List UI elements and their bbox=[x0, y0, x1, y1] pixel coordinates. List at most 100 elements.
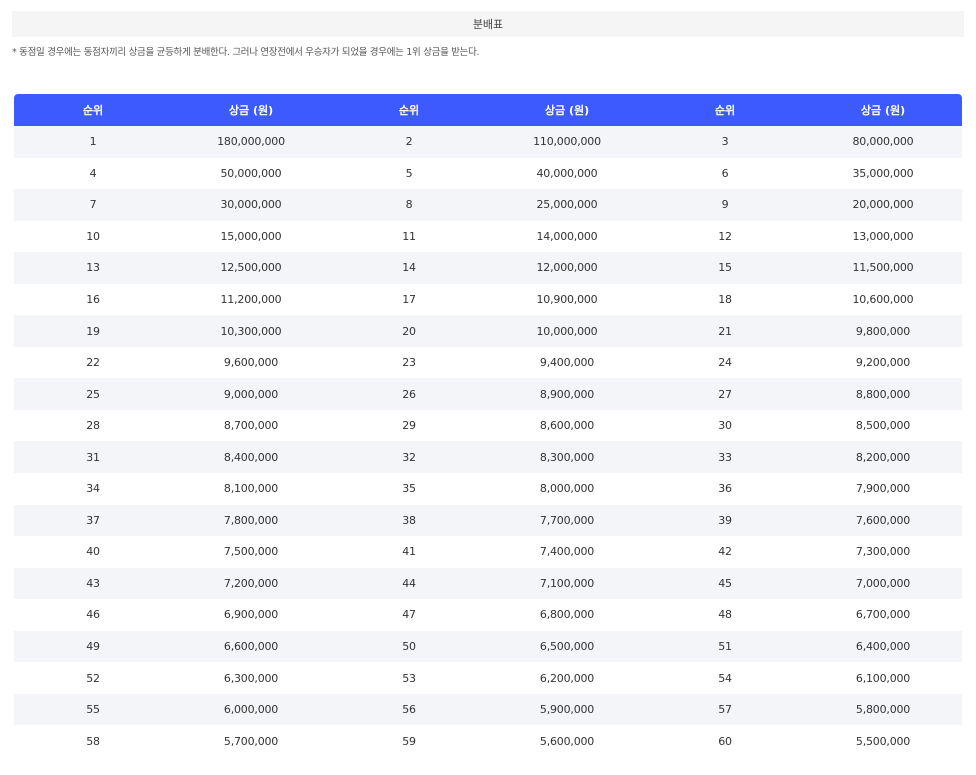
prize-cell: 7,600,000 bbox=[855, 513, 911, 527]
prize-cell: 10,000,000 bbox=[536, 324, 598, 338]
rank-cell: 15 bbox=[718, 261, 732, 275]
prize-cell: 7,700,000 bbox=[539, 513, 595, 527]
prize-cell: 5,900,000 bbox=[539, 703, 595, 717]
rank-cell: 36 bbox=[718, 482, 732, 496]
rank-cell: 56 bbox=[402, 703, 416, 717]
prize-cell: 8,400,000 bbox=[223, 450, 279, 464]
prize-cell: 8,500,000 bbox=[855, 419, 911, 433]
rank-cell: 3 bbox=[721, 135, 729, 149]
rank-cell: 55 bbox=[86, 703, 100, 717]
table-header-row: 순위 상금 (원) 순위 상금 (원) 순위 상금 (원) bbox=[14, 94, 962, 126]
prize-cell: 6,400,000 bbox=[855, 640, 911, 654]
rank-cell: 31 bbox=[86, 450, 100, 464]
table-row: 46 6,900,000 47 6,800,000 48 6,700,000 bbox=[14, 599, 962, 631]
rank-cell: 41 bbox=[402, 545, 416, 559]
table-title: 분배표 bbox=[12, 11, 964, 37]
table-row: 31 8,400,000 32 8,300,000 33 8,200,000 bbox=[14, 441, 962, 474]
rank-cell: 34 bbox=[86, 482, 100, 496]
prize-cell: 8,800,000 bbox=[855, 387, 911, 401]
rank-cell: 40 bbox=[86, 545, 100, 559]
header-prize-3: 상금 (원) bbox=[860, 104, 906, 117]
prize-cell: 10,300,000 bbox=[220, 324, 282, 338]
rank-cell: 60 bbox=[718, 734, 732, 748]
prize-cell: 7,100,000 bbox=[539, 576, 595, 590]
prize-cell: 6,500,000 bbox=[539, 640, 595, 654]
prize-cell: 5,800,000 bbox=[855, 703, 911, 717]
prize-cell: 7,300,000 bbox=[855, 545, 911, 559]
table-row: 49 6,600,000 50 6,500,000 51 6,400,000 bbox=[14, 630, 962, 663]
rank-cell: 50 bbox=[402, 640, 416, 654]
header-rank-2: 순위 bbox=[398, 104, 420, 117]
rank-cell: 47 bbox=[402, 608, 416, 622]
prize-cell: 13,000,000 bbox=[852, 229, 914, 243]
table-row: 40 7,500,000 41 7,400,000 42 7,300,000 bbox=[14, 536, 962, 568]
prize-cell: 7,400,000 bbox=[539, 545, 595, 559]
prize-cell: 50,000,000 bbox=[220, 166, 282, 180]
rank-cell: 48 bbox=[718, 608, 732, 622]
prize-cell: 9,400,000 bbox=[539, 356, 595, 370]
tie-rule-note: * 동점일 경우에는 동점자끼리 상금을 균등하게 분배한다. 그러나 연장전에… bbox=[12, 47, 480, 58]
rank-cell: 26 bbox=[402, 387, 416, 401]
rank-cell: 8 bbox=[405, 198, 413, 212]
rank-cell: 13 bbox=[86, 261, 100, 275]
header-rank-3: 순위 bbox=[714, 104, 736, 117]
table-row: 37 7,800,000 38 7,700,000 39 7,600,000 bbox=[14, 504, 962, 537]
rank-cell: 23 bbox=[402, 356, 416, 370]
prize-cell: 11,500,000 bbox=[852, 261, 914, 275]
header-prize-2: 상금 (원) bbox=[544, 104, 590, 117]
rank-cell: 54 bbox=[718, 671, 732, 685]
rank-cell: 6 bbox=[721, 166, 729, 180]
prize-cell: 6,600,000 bbox=[223, 640, 279, 654]
rank-cell: 43 bbox=[86, 576, 100, 590]
rank-cell: 24 bbox=[718, 356, 732, 370]
table-row: 52 6,300,000 53 6,200,000 54 6,100,000 bbox=[14, 662, 962, 694]
prize-cell: 9,200,000 bbox=[855, 356, 911, 370]
prize-cell: 8,900,000 bbox=[539, 387, 595, 401]
rank-cell: 38 bbox=[402, 513, 416, 527]
prize-cell: 80,000,000 bbox=[852, 135, 914, 149]
rank-cell: 58 bbox=[86, 734, 100, 748]
rank-cell: 18 bbox=[718, 293, 732, 306]
rank-cell: 20 bbox=[402, 324, 416, 338]
rank-cell: 25 bbox=[86, 387, 100, 401]
table-row: 28 8,700,000 29 8,600,000 30 8,500,000 bbox=[14, 409, 962, 442]
rank-cell: 7 bbox=[89, 198, 97, 212]
rank-cell: 27 bbox=[718, 387, 732, 401]
prize-cell: 6,000,000 bbox=[223, 703, 279, 717]
table-row: 43 7,200,000 44 7,100,000 45 7,000,000 bbox=[14, 567, 962, 600]
prize-cell: 6,700,000 bbox=[855, 608, 911, 622]
rank-cell: 49 bbox=[86, 640, 100, 654]
prize-cell: 8,600,000 bbox=[539, 419, 595, 433]
rank-cell: 5 bbox=[405, 166, 413, 180]
prize-cell: 8,000,000 bbox=[539, 482, 595, 496]
rank-cell: 39 bbox=[718, 513, 732, 527]
prize-cell: 8,200,000 bbox=[855, 450, 911, 464]
rank-cell: 30 bbox=[718, 419, 732, 433]
rank-cell: 57 bbox=[718, 703, 732, 717]
prize-cell: 6,200,000 bbox=[539, 671, 595, 685]
table-row: 19 10,300,000 20 10,000,000 21 9,800,000 bbox=[14, 315, 962, 347]
prize-distribution-table: 순위 상금 (원) 순위 상금 (원) 순위 상금 (원) 1 180,000,0… bbox=[14, 94, 962, 757]
rank-cell: 33 bbox=[718, 450, 732, 464]
table-row: 58 5,700,000 59 5,600,000 60 5,500,000 bbox=[14, 725, 962, 757]
rank-cell: 16 bbox=[86, 293, 100, 306]
header-rank-1: 순위 bbox=[82, 104, 104, 117]
prize-cell: 6,900,000 bbox=[223, 608, 279, 622]
rank-cell: 42 bbox=[718, 545, 732, 559]
prize-cell: 7,500,000 bbox=[223, 545, 279, 559]
table-row: 34 8,100,000 35 8,000,000 36 7,900,000 bbox=[14, 473, 962, 505]
header-prize-1: 상금 (원) bbox=[228, 104, 274, 117]
rank-cell: 35 bbox=[402, 482, 416, 496]
rank-cell: 12 bbox=[718, 229, 732, 243]
rank-cell: 32 bbox=[402, 450, 416, 464]
table-row: 4 50,000,000 5 40,000,000 6 35,000,000 bbox=[14, 157, 962, 190]
table-row: 7 30,000,000 8 25,000,000 9 20,000,000 bbox=[14, 189, 962, 221]
prize-cell: 9,600,000 bbox=[223, 356, 279, 370]
prize-cell: 10,900,000 bbox=[536, 293, 598, 306]
rank-cell: 14 bbox=[402, 261, 416, 275]
prize-cell: 6,800,000 bbox=[539, 608, 595, 622]
rank-cell: 44 bbox=[402, 576, 416, 590]
rank-cell: 21 bbox=[718, 324, 732, 338]
rank-cell: 10 bbox=[86, 229, 100, 243]
prize-cell: 7,800,000 bbox=[223, 513, 279, 527]
